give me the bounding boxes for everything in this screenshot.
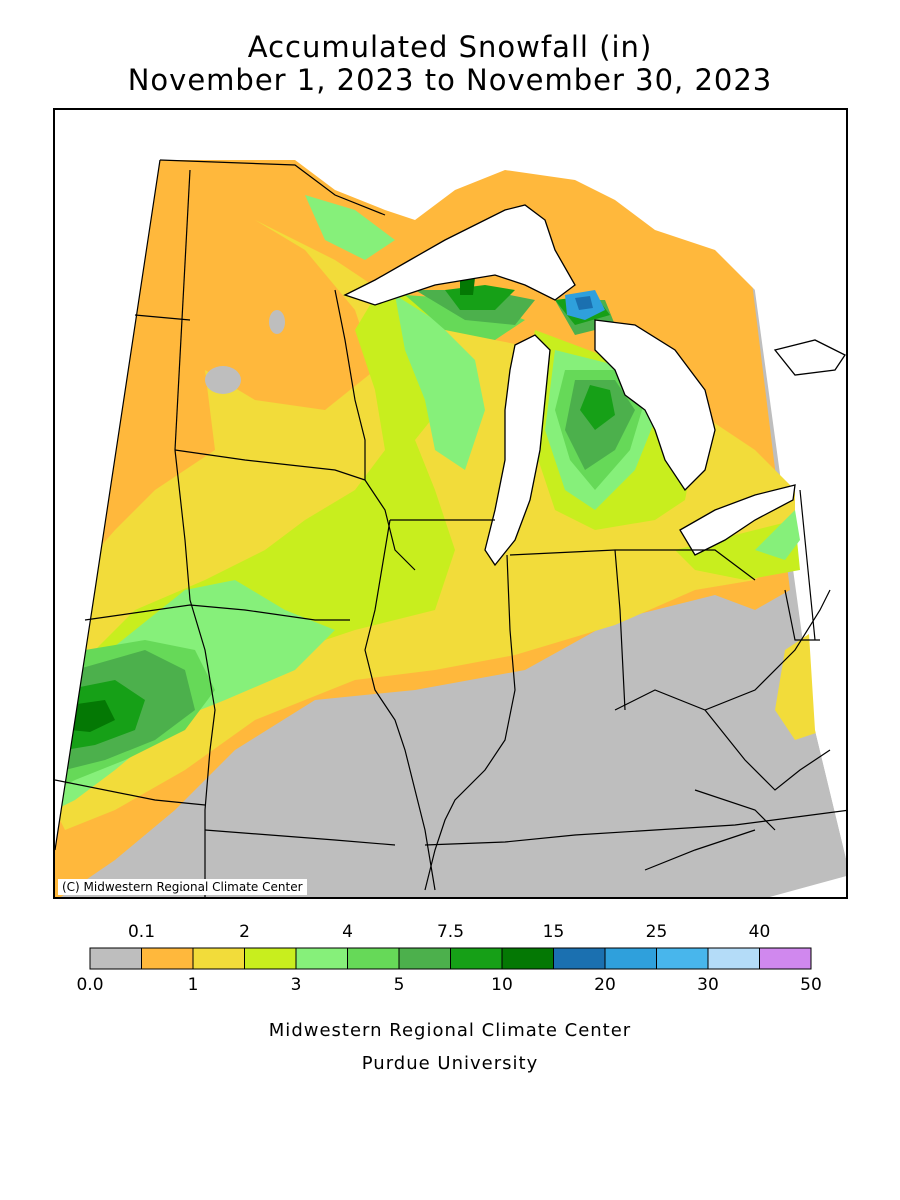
map-title: Accumulated Snowfall (in) — [247, 30, 653, 64]
legend-lower-label: 3 — [290, 975, 302, 995]
copyright-notice: (C) Midwestern Regional Climate Center — [58, 879, 307, 895]
legend-swatch — [347, 947, 400, 970]
legend-lower-label: 10 — [491, 975, 513, 995]
legend-lower-label: 0.0 — [76, 975, 104, 995]
zone-deepgreen — [55, 285, 615, 750]
legend-swatch — [707, 947, 760, 970]
legend-swatch — [604, 947, 657, 970]
color-legend: 0.1 2 4 7.5 15 25 40 0.0 1 3 5 10 20 30 50 — [0, 920, 900, 1000]
legend-bar — [89, 947, 812, 970]
legend-swatch — [553, 947, 606, 970]
lake-huron — [594, 319, 716, 492]
zone-lightgreen — [55, 195, 800, 810]
legend-swatch — [89, 947, 142, 970]
zone-gray-spot1 — [205, 366, 241, 394]
legend-swatch — [759, 947, 812, 970]
legend-upper-label: 40 — [748, 922, 771, 942]
legend-swatch — [656, 947, 709, 970]
legend-swatch — [295, 947, 348, 970]
legend-lower-label: 30 — [697, 975, 719, 995]
zone-gray-spot2 — [269, 310, 285, 334]
legend-upper-label: 2 — [239, 922, 250, 942]
state-borders — [55, 159, 846, 897]
map-date-range: November 1, 2023 to November 30, 2023 — [127, 63, 773, 97]
legend-swatch — [450, 947, 503, 970]
legend-upper-label: 7.5 — [436, 922, 465, 942]
outside-domain-right — [800, 490, 846, 859]
legend-swatch — [501, 947, 554, 970]
legend-lower-label: 5 — [393, 975, 405, 995]
legend-upper-label: 4 — [342, 922, 353, 942]
outside-domain — [55, 110, 846, 850]
legend-lower-label: 50 — [800, 975, 822, 995]
zone-mediumgreen — [55, 295, 645, 790]
legend-upper-label: 25 — [645, 922, 668, 942]
zone-blue-core — [575, 296, 593, 310]
legend-lower-label: 20 — [594, 975, 616, 995]
legend-swatch — [141, 947, 194, 970]
legend-swatch — [192, 947, 245, 970]
lake-michigan — [484, 334, 551, 567]
map-graphic — [55, 110, 846, 897]
footer-organization: Midwestern Regional Climate Center — [268, 1020, 632, 1041]
legend-swatch — [398, 947, 451, 970]
lake-superior — [343, 204, 576, 306]
lake-ontario — [773, 339, 846, 376]
legend-lower-label: 1 — [187, 975, 199, 995]
legend-swatch — [244, 947, 297, 970]
legend-upper-label: 0.1 — [127, 922, 156, 942]
snowfall-map: (C) Midwestern Regional Climate Center — [53, 108, 848, 899]
footer-university: Purdue University — [361, 1053, 539, 1074]
legend-upper-label: 15 — [542, 922, 565, 942]
